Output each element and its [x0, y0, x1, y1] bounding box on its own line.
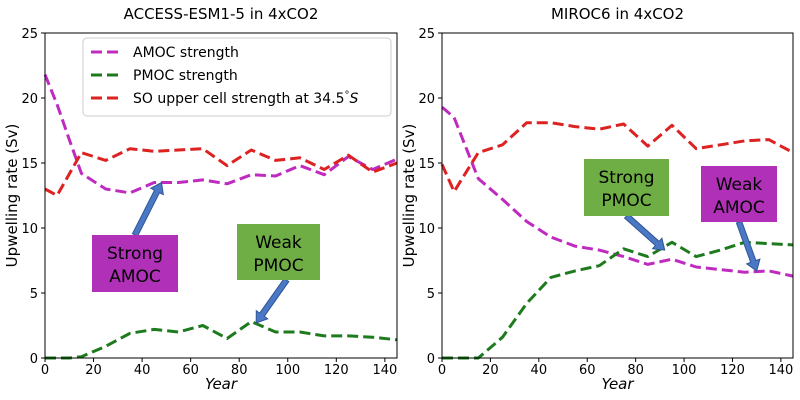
x-tick-label: 140: [372, 363, 397, 378]
annotation-box: [701, 166, 777, 222]
annotation-text: PMOC: [601, 191, 651, 211]
y-tick-label: 5: [30, 287, 38, 302]
annotation-arrow: [131, 181, 164, 237]
series-line-amoc-strength: [43, 74, 398, 195]
x-tick-label: 20: [85, 363, 102, 378]
chart-title: MIROC6 in 4xCO2: [551, 5, 684, 23]
y-tick-label: 25: [418, 27, 435, 42]
y-axis-label: Upwelling rate (Sv): [400, 124, 418, 268]
chart-2: MIROC6 in 4xCO2 0 20 40 60 80 100 120 140 0 5 10 15 2…: [400, 5, 794, 393]
annotation-box: [584, 159, 669, 216]
x-tick-label: 20: [482, 363, 499, 378]
x-tick-label: 100: [672, 363, 697, 378]
series-line-so-upper-cell-strength-at-34-5-s: [44, 147, 398, 197]
annotation-text: AMOC: [713, 198, 765, 218]
x-tick-label: 0: [438, 363, 446, 378]
y-tick-label: 10: [418, 222, 435, 237]
y-tick-label: 15: [21, 157, 38, 172]
annotation: Weak AMOC: [701, 166, 777, 272]
annotation-text: Weak: [255, 233, 302, 253]
annotation-arrow: [735, 220, 761, 272]
y-tick-label: 5: [427, 287, 435, 302]
y-tick-label: 25: [21, 27, 38, 42]
plot-frame: [44, 32, 398, 359]
annotation-text: Strong: [598, 168, 654, 188]
x-tick-label: 120: [720, 363, 745, 378]
legend-label: PMOC strength: [133, 68, 238, 84]
x-tick-label: 40: [134, 363, 151, 378]
x-tick-label: 140: [768, 363, 793, 378]
x-tick-label: 60: [182, 363, 199, 378]
chart-title: ACCESS-ESM1-5 in 4xCO2: [124, 5, 319, 23]
y-tick-label: 0: [30, 352, 38, 367]
annotation: Weak PMOC: [237, 224, 320, 324]
y-tick-label: 20: [418, 92, 435, 107]
annotation-arrow: [623, 213, 666, 251]
legend-label: SO upper cell strength at 34.5°S: [133, 90, 358, 107]
series-line-pmoc-strength: [442, 240, 794, 360]
y-axis-label: Upwelling rate (Sv): [3, 124, 21, 268]
annotation-box: [237, 224, 320, 280]
annotation: Strong AMOC: [92, 181, 178, 292]
y-tick-label: 20: [21, 92, 38, 107]
annotation: Strong PMOC: [584, 159, 669, 251]
x-tick-label: 80: [627, 363, 644, 378]
plot-frame: [441, 32, 794, 359]
annotation-text: PMOC: [253, 256, 303, 276]
annotation-text: Weak: [716, 175, 763, 195]
series-line-pmoc-strength: [45, 320, 398, 360]
legend-label: AMOC strength: [133, 45, 239, 61]
y-tick-label: 0: [427, 352, 435, 367]
y-tick-label: 10: [21, 222, 38, 237]
x-tick-label: 120: [324, 363, 349, 378]
x-tick-label: 40: [531, 363, 548, 378]
x-axis-label: Year: [601, 375, 634, 393]
annotation-text: AMOC: [109, 267, 161, 287]
x-tick-label: 80: [231, 363, 248, 378]
series-line-so-upper-cell-strength-at-34-5-s: [440, 121, 794, 194]
x-tick-label: 0: [41, 363, 49, 378]
annotation-box: [92, 235, 178, 292]
series-line-amoc-strength: [441, 105, 794, 278]
annotation-arrow: [255, 277, 290, 324]
y-tick-label: 15: [418, 157, 435, 172]
legend: AMOC strength PMOC strength SO upper cell …: [82, 37, 392, 117]
x-tick-label: 100: [275, 363, 300, 378]
x-axis-label: Year: [205, 375, 238, 393]
legend-box: [82, 37, 392, 117]
annotation-text: Strong: [107, 244, 163, 264]
x-tick-label: 60: [579, 363, 596, 378]
